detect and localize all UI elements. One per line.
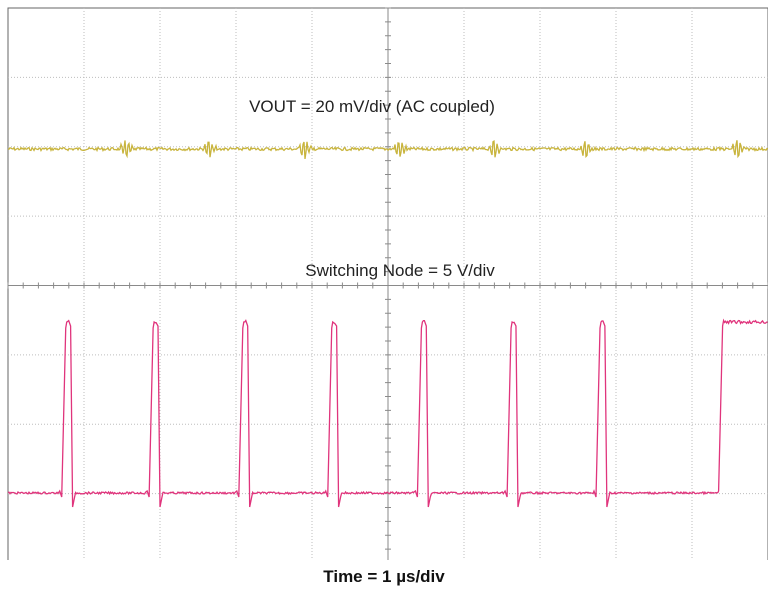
oscilloscope-plot: VOUT = 20 mV/div (AC coupled) Switching … bbox=[7, 7, 768, 560]
vout-trace-label: VOUT = 20 mV/div (AC coupled) bbox=[249, 97, 495, 116]
grid bbox=[7, 7, 768, 560]
switching-node-trace-label: Switching Node = 5 V/div bbox=[305, 261, 495, 280]
switching-node-trace bbox=[7, 318, 768, 508]
vout-trace bbox=[7, 139, 768, 159]
traces bbox=[7, 139, 768, 508]
time-axis-label: Time = 1 µs/div bbox=[323, 567, 445, 586]
